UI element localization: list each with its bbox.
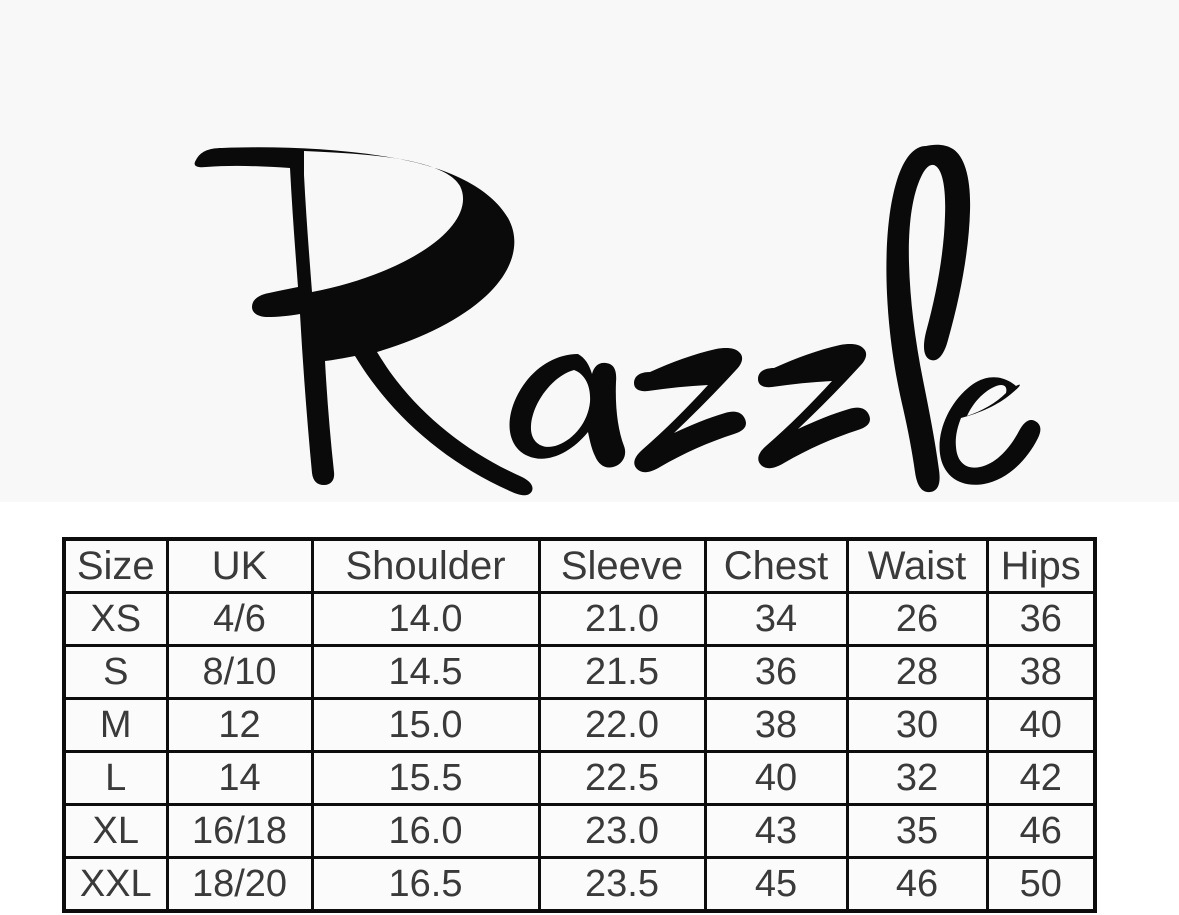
cell-waist: 26: [845, 591, 989, 647]
table-row: L 14 15.5 22.5 40 32 42: [62, 750, 1097, 806]
cell-uk: 12: [165, 697, 314, 753]
cell-chest: 40: [703, 750, 849, 806]
cell-hips: 38: [985, 644, 1097, 700]
razzle-wordmark-logo: [178, 136, 1048, 496]
cell-waist: 30: [845, 697, 989, 753]
cell-sleeve: 21.5: [537, 644, 707, 700]
column-header-chest: Chest: [703, 537, 849, 594]
cell-shoulder: 16.5: [310, 856, 541, 913]
cell-hips: 36: [985, 591, 1097, 647]
column-header-size: Size: [62, 537, 169, 594]
cell-chest: 34: [703, 591, 849, 647]
size-chart-table: Size UK Shoulder Sleeve Chest Waist Hips…: [62, 537, 1097, 913]
cell-shoulder: 15.5: [310, 750, 541, 806]
table-row: S 8/10 14.5 21.5 36 28 38: [62, 644, 1097, 700]
cell-chest: 45: [703, 856, 849, 913]
cell-uk: 8/10: [165, 644, 314, 700]
table-row: XL 16/18 16.0 23.0 43 35 46: [62, 803, 1097, 859]
cell-uk: 4/6: [165, 591, 314, 647]
cell-shoulder: 15.0: [310, 697, 541, 753]
size-chart-container: Size UK Shoulder Sleeve Chest Waist Hips…: [62, 537, 1097, 913]
cell-shoulder: 14.0: [310, 591, 541, 647]
cell-size: L: [62, 750, 169, 806]
cell-sleeve: 22.5: [537, 750, 707, 806]
cell-uk: 16/18: [165, 803, 314, 859]
cell-chest: 38: [703, 697, 849, 753]
cell-chest: 36: [703, 644, 849, 700]
cell-size: M: [62, 697, 169, 753]
cell-hips: 42: [985, 750, 1097, 806]
cell-waist: 46: [845, 856, 989, 913]
cell-size: XL: [62, 803, 169, 859]
table-header-row: Size UK Shoulder Sleeve Chest Waist Hips: [62, 537, 1097, 594]
table-row: M 12 15.0 22.0 38 30 40: [62, 697, 1097, 753]
cell-size: XXL: [62, 856, 169, 913]
cell-size: S: [62, 644, 169, 700]
table-row: XXL 18/20 16.5 23.5 45 46 50: [62, 856, 1097, 913]
cell-waist: 28: [845, 644, 989, 700]
cell-uk: 18/20: [165, 856, 314, 913]
cell-sleeve: 21.0: [537, 591, 707, 647]
column-header-hips: Hips: [985, 537, 1097, 594]
column-header-shoulder: Shoulder: [310, 537, 541, 594]
cell-waist: 35: [845, 803, 989, 859]
column-header-waist: Waist: [845, 537, 989, 594]
cell-shoulder: 14.5: [310, 644, 541, 700]
cell-shoulder: 16.0: [310, 803, 541, 859]
cell-sleeve: 23.5: [537, 856, 707, 913]
cell-waist: 32: [845, 750, 989, 806]
cell-hips: 40: [985, 697, 1097, 753]
cell-sleeve: 22.0: [537, 697, 707, 753]
cell-size: XS: [62, 591, 169, 647]
cell-hips: 50: [985, 856, 1097, 913]
column-header-sleeve: Sleeve: [537, 537, 707, 594]
brand-logo-banner: Razzle: [178, 136, 1048, 496]
column-header-uk: UK: [165, 537, 314, 594]
cell-sleeve: 23.0: [537, 803, 707, 859]
table-row: XS 4/6 14.0 21.0 34 26 36: [62, 591, 1097, 647]
razzle-script-glyphs: [194, 144, 1041, 496]
cell-chest: 43: [703, 803, 849, 859]
cell-uk: 14: [165, 750, 314, 806]
cell-hips: 46: [985, 803, 1097, 859]
